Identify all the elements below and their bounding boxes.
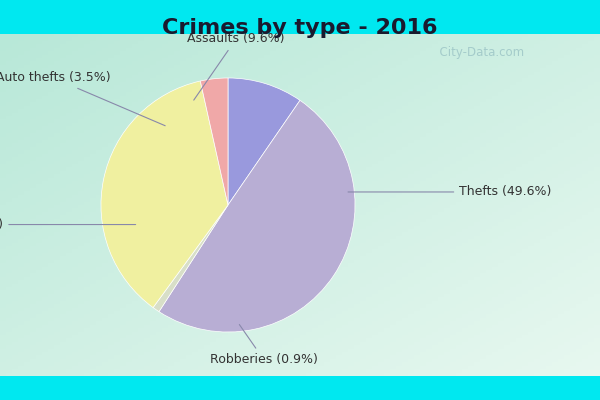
Text: Assaults (9.6%): Assaults (9.6%)	[187, 32, 285, 100]
Wedge shape	[101, 81, 228, 308]
Wedge shape	[228, 78, 300, 205]
Text: Robberies (0.9%): Robberies (0.9%)	[210, 324, 318, 366]
Text: Auto thefts (3.5%): Auto thefts (3.5%)	[0, 72, 165, 126]
Wedge shape	[159, 100, 355, 332]
Wedge shape	[153, 205, 228, 312]
Text: Crimes by type - 2016: Crimes by type - 2016	[162, 18, 438, 38]
Text: Burglaries (36.5%): Burglaries (36.5%)	[0, 218, 136, 231]
Text: Thefts (49.6%): Thefts (49.6%)	[348, 186, 551, 198]
Wedge shape	[200, 78, 228, 205]
Text: City-Data.com: City-Data.com	[432, 46, 524, 59]
